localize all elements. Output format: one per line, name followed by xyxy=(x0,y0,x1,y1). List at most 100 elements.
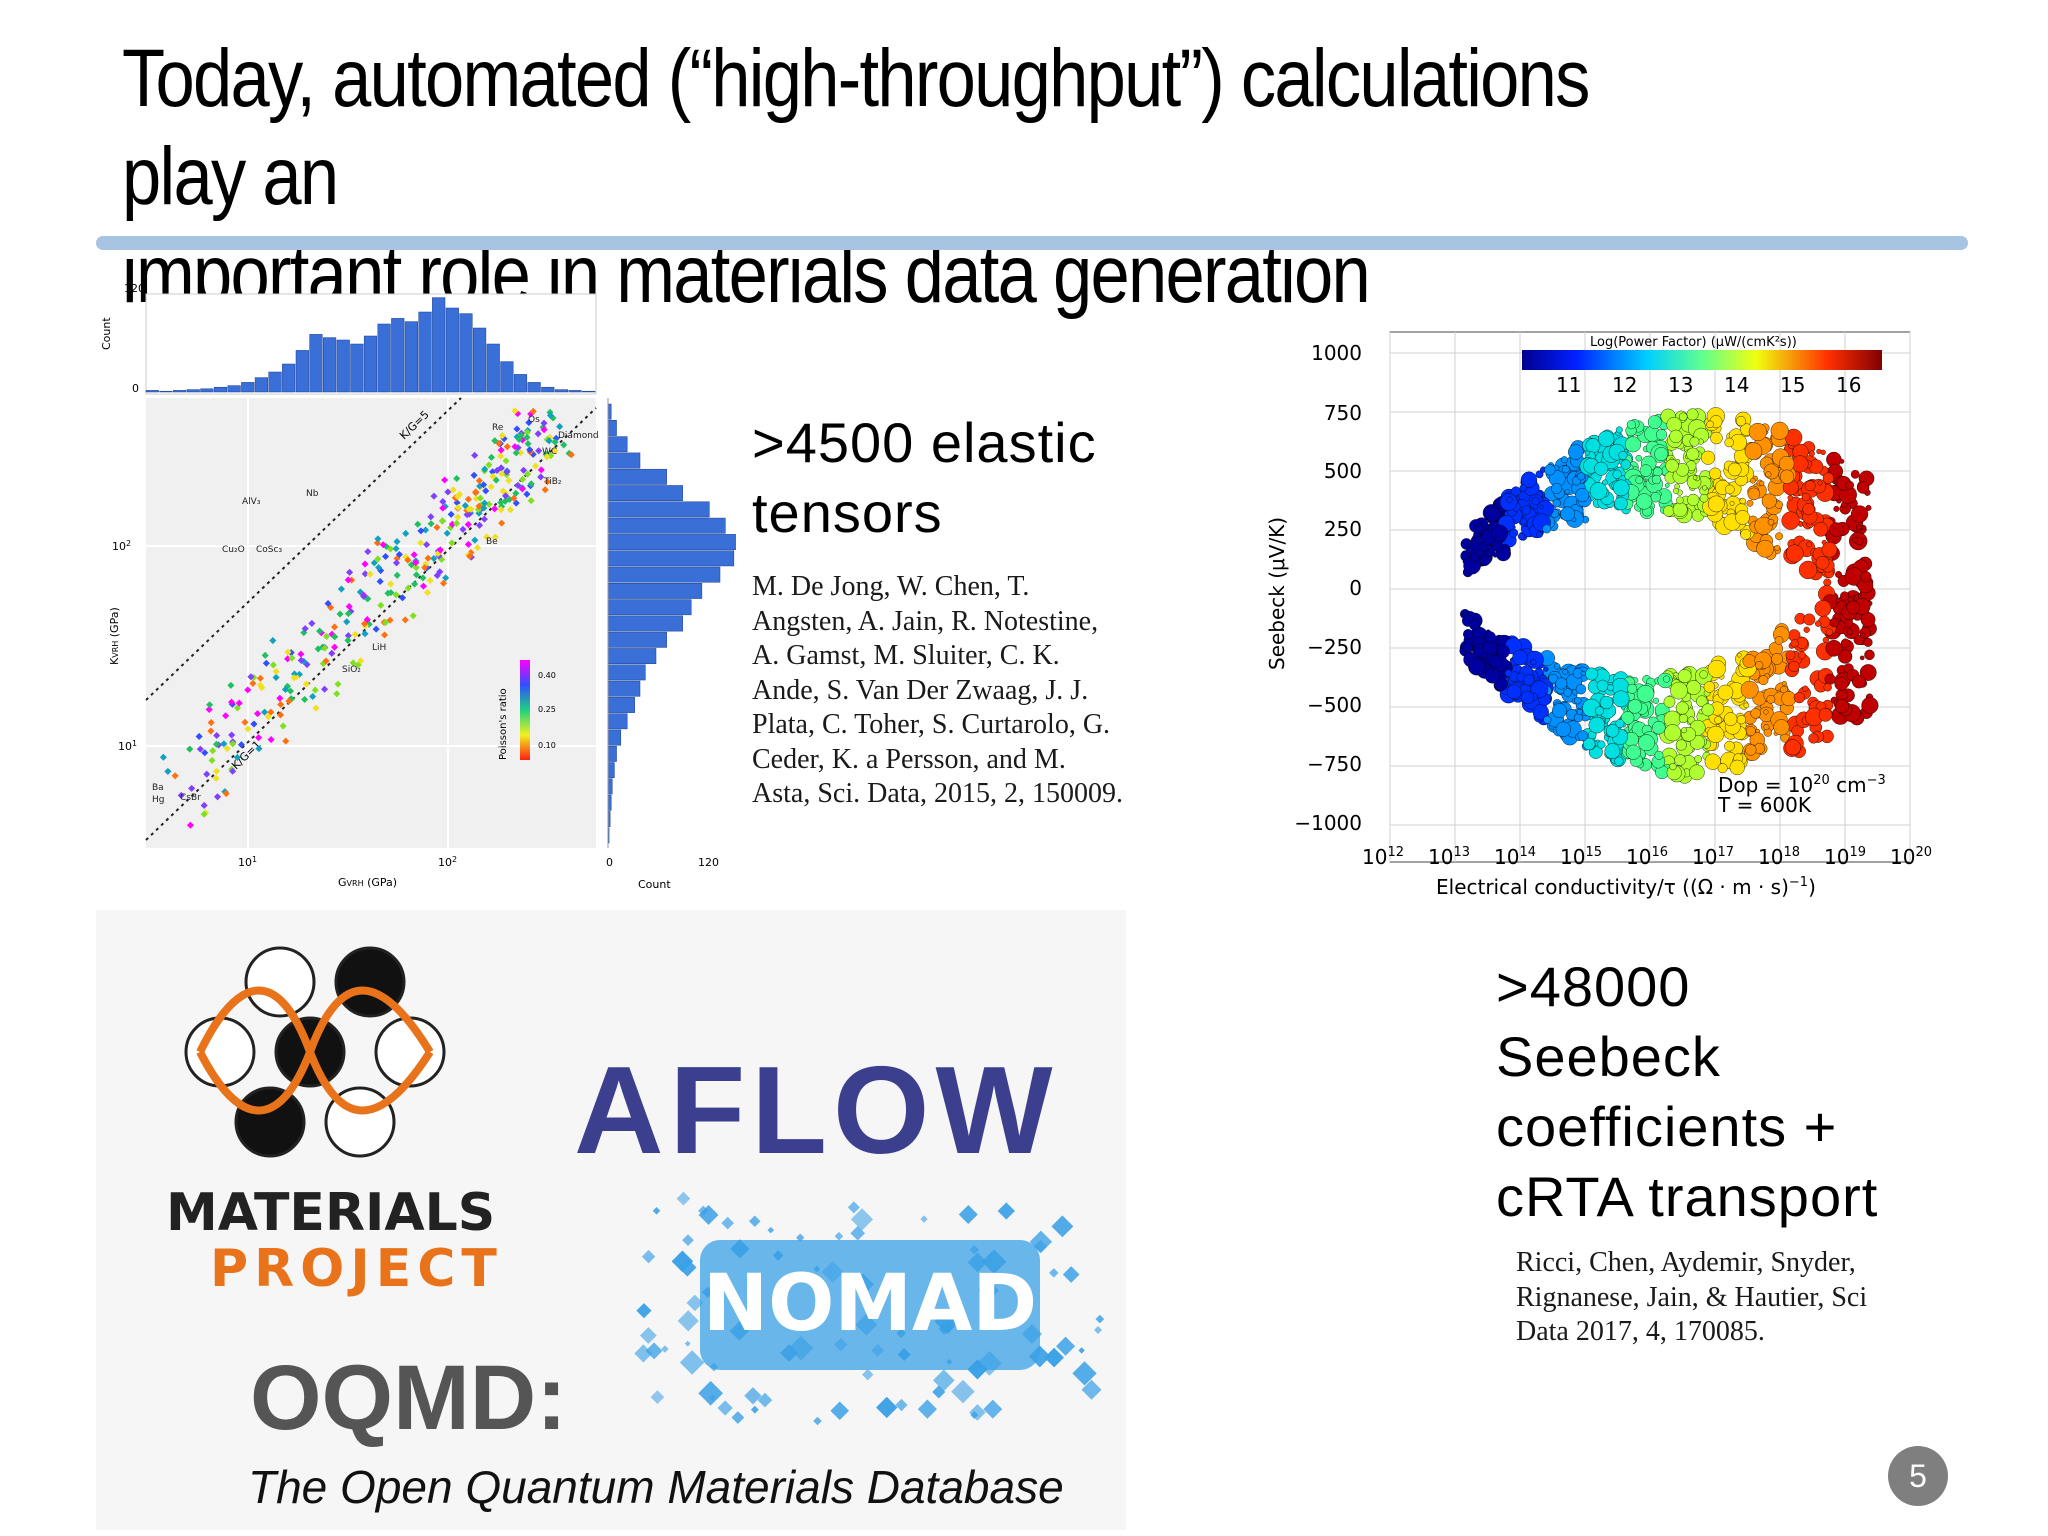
seebeck-point xyxy=(1701,703,1715,717)
elastic-point xyxy=(361,560,369,568)
seebeck-point xyxy=(1675,701,1689,715)
nomad-hex xyxy=(641,1249,656,1264)
nomad-hex xyxy=(686,1294,704,1312)
nomad-hex xyxy=(830,1401,850,1421)
seebeck-point xyxy=(1615,719,1625,728)
elastic-ylabel: KVRH (GPa) xyxy=(108,607,121,665)
elastic-point xyxy=(412,564,420,572)
right-hist-bar xyxy=(607,631,667,648)
elastic-point xyxy=(381,631,389,639)
nomad-logo: NOMAD xyxy=(634,1191,1105,1426)
elastic-point xyxy=(384,589,392,597)
elastic-point xyxy=(464,521,472,529)
nomad-hex xyxy=(983,1399,1003,1419)
svg-text:0.25: 0.25 xyxy=(538,705,556,714)
elastic-point xyxy=(506,506,515,514)
elastic-point xyxy=(212,767,221,775)
seebeck-point xyxy=(1846,628,1854,636)
elastic-point xyxy=(256,674,264,682)
top-histogram xyxy=(145,297,596,393)
seebeck-point xyxy=(1790,639,1799,648)
seebeck-point xyxy=(1635,454,1643,462)
elastic-point xyxy=(370,559,378,567)
seebeck-point xyxy=(1746,499,1754,507)
elastic-point xyxy=(361,570,369,578)
svg-text:WC: WC xyxy=(542,447,557,457)
seebeck-point xyxy=(1781,680,1787,686)
svg-text:102: 102 xyxy=(112,539,131,553)
seebeck-point xyxy=(1837,649,1853,664)
elastic-point xyxy=(419,574,427,582)
seebeck-point xyxy=(1580,670,1586,676)
elastic-point xyxy=(249,679,257,687)
seebeck-point xyxy=(1724,740,1735,752)
seebeck-point xyxy=(1520,690,1535,705)
top-hist-bar xyxy=(336,339,350,393)
seebeck-point xyxy=(1802,685,1809,692)
elastic-point xyxy=(537,466,545,474)
seebeck-point xyxy=(1519,484,1527,492)
elastic-annotations: Re Os Diamond WC TiB₂ Be AlV₃ Nb Cu₂O CoSc₃ LiH… xyxy=(152,415,599,805)
seebeck-point xyxy=(1717,684,1734,701)
elastic-point xyxy=(301,625,309,633)
elastic-point xyxy=(436,546,444,554)
elastic-point xyxy=(334,680,342,688)
svg-text:1013: 1013 xyxy=(1428,845,1470,869)
svg-text:0: 0 xyxy=(1349,576,1362,600)
elastic-point xyxy=(414,520,422,528)
svg-text:Os: Os xyxy=(528,415,540,425)
seebeck-point xyxy=(1725,484,1735,495)
elastic-point xyxy=(379,541,387,549)
seebeck-scatter-figure: Log(Power Factor) (μW/(cmK²s)) 11 12 13 14… xyxy=(1265,331,1932,899)
svg-text:Be: Be xyxy=(486,537,498,547)
seebeck-point xyxy=(1729,759,1745,776)
nomad-hex xyxy=(932,1369,955,1392)
svg-text:120: 120 xyxy=(698,856,719,869)
elastic-point xyxy=(527,497,535,505)
seebeck-point xyxy=(1618,450,1628,460)
seebeck-xlabel: Electrical conductivity/τ ((Ω · m · s)−1… xyxy=(1436,875,1816,899)
seebeck-point xyxy=(1635,493,1653,510)
svg-text:Diamond: Diamond xyxy=(558,431,599,441)
colorbar-label: Poisson's ratio xyxy=(498,688,509,760)
nomad-hex xyxy=(895,1398,908,1412)
elastic-point xyxy=(427,520,435,528)
right-hist-bar xyxy=(607,468,667,485)
elastic-point xyxy=(485,461,493,469)
seebeck-point xyxy=(1653,467,1663,477)
seebeck-point xyxy=(1806,541,1812,548)
elastic-point xyxy=(312,704,320,712)
seebeck-point xyxy=(1652,721,1666,735)
elastic-point xyxy=(448,539,456,547)
elastic-point xyxy=(541,486,549,494)
seebeck-point xyxy=(1756,539,1774,558)
seebeck-point xyxy=(1517,532,1525,540)
elastic-point xyxy=(436,568,444,576)
seebeck-point xyxy=(1472,523,1484,534)
elastic-point xyxy=(227,681,235,689)
seebeck-xticks: 1012 1013 1014 1015 1016 1017 1018 1019 … xyxy=(1362,845,1932,869)
elastic-point xyxy=(387,580,395,588)
seebeck-point xyxy=(1864,649,1875,661)
svg-text:750: 750 xyxy=(1324,401,1362,425)
seebeck-point xyxy=(1696,695,1708,707)
seebeck-point xyxy=(1492,539,1504,552)
seebeck-point xyxy=(1666,416,1682,433)
seebeck-point xyxy=(1620,711,1635,725)
seebeck-point xyxy=(1638,734,1655,752)
elastic-point xyxy=(336,610,344,618)
elastic-point xyxy=(366,570,374,578)
nomad-hex xyxy=(969,1404,986,1421)
nomad-hex xyxy=(1049,1268,1059,1278)
seebeck-point xyxy=(1520,517,1528,525)
seebeck-point xyxy=(1755,661,1764,670)
seebeck-point xyxy=(1745,744,1757,756)
seebeck-point xyxy=(1834,699,1850,714)
elastic-point xyxy=(426,577,434,585)
seebeck-point xyxy=(1787,494,1794,501)
seebeck-point xyxy=(1804,480,1816,492)
seebeck-point xyxy=(1801,492,1811,502)
seebeck-point xyxy=(1504,669,1512,677)
seebeck-point xyxy=(1709,467,1722,480)
elastic-point xyxy=(374,555,382,563)
